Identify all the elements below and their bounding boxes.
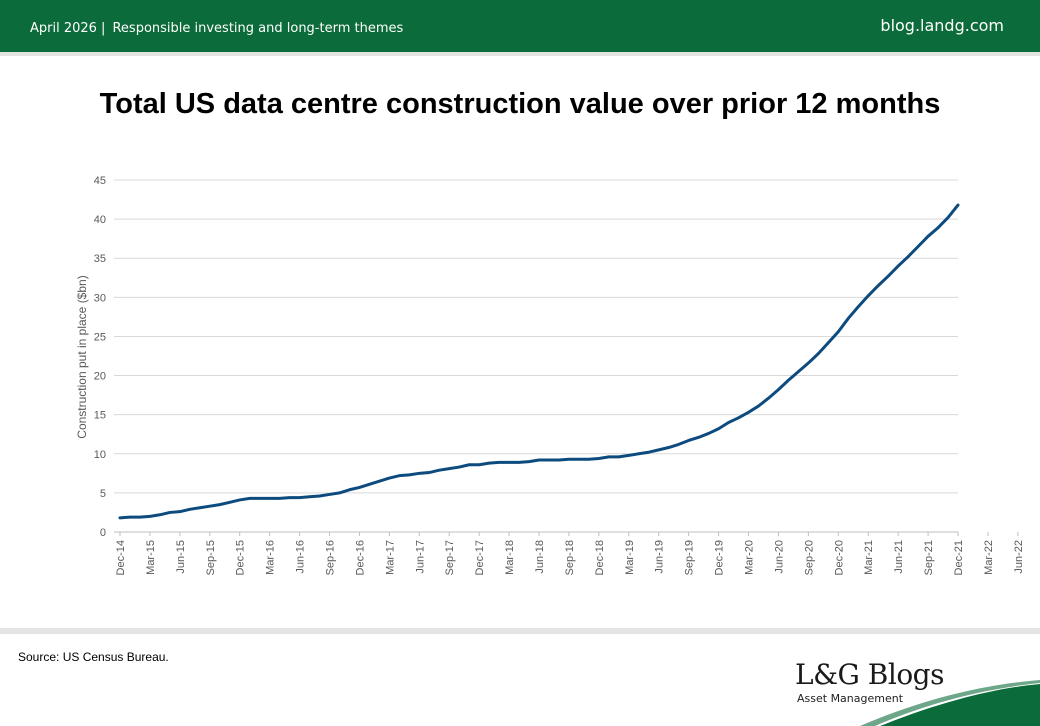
series-line	[118, 203, 960, 520]
x-tick-label: Sep-19	[684, 540, 696, 575]
x-tick-label: Mar-16	[265, 540, 277, 575]
header-bar: April 2026 | Responsible investing and lo…	[0, 0, 1040, 52]
x-tick-label: Dec-17	[474, 540, 486, 575]
header-separator: |	[100, 21, 106, 36]
header-theme[interactable]: Responsible investing and long-term them…	[112, 21, 404, 36]
x-tick-label: Mar-19	[624, 540, 636, 575]
x-tick-label: Jun-19	[654, 540, 666, 574]
x-tick-label: Sep-21	[923, 540, 935, 575]
x-tick-label: Jun-20	[773, 540, 785, 574]
footer: Source: US Census Bureau. L&G Blogs Asse…	[0, 628, 1040, 726]
x-tick-label: Sep-15	[205, 540, 217, 575]
x-tick-label: Jun-22	[1013, 540, 1025, 574]
x-tick-label: Mar-22	[983, 540, 995, 575]
x-tick-label: Sep-16	[325, 540, 337, 575]
x-tick-label: Mar-18	[504, 540, 516, 575]
y-tick-label: 10	[94, 449, 106, 461]
x-tick-label: Sep-18	[564, 540, 576, 575]
x-tick-label: Mar-15	[145, 540, 157, 575]
y-tick-label: 45	[94, 175, 106, 187]
logo-title[interactable]: L&G Blogs	[795, 658, 944, 691]
source-note: Source: US Census Bureau.	[18, 650, 169, 664]
y-tick-label: 40	[94, 214, 106, 226]
y-tick-label: 35	[94, 253, 106, 265]
y-tick-label: 25	[94, 331, 106, 343]
y-tick-label: 15	[94, 410, 106, 422]
x-tick-label: Dec-21	[953, 540, 965, 575]
x-tick-label: Sep-17	[444, 540, 456, 575]
site-link[interactable]: blog.landg.com	[880, 16, 1004, 35]
chart-title: Total US data centre construction value …	[99, 88, 941, 120]
x-tick-label: Mar-20	[744, 540, 756, 575]
y-tick-label: 30	[94, 292, 106, 304]
x-tick-label: Mar-21	[863, 540, 875, 575]
x-tick-label: Dec-20	[833, 540, 845, 575]
y-tick-label: 0	[100, 527, 106, 539]
x-tick-label: Dec-16	[354, 540, 366, 575]
x-tick-label: Jun-15	[175, 540, 187, 574]
y-axis-label: Construction put in place ($bn)	[75, 275, 89, 438]
x-tick-label: Dec-18	[594, 540, 606, 575]
x-tick-label: Dec-19	[714, 540, 726, 575]
y-tick-label: 5	[100, 488, 106, 500]
x-tick-label: Jun-18	[534, 540, 546, 574]
header-info: April 2026 | Responsible investing and lo…	[30, 21, 403, 36]
x-tick-label: Dec-14	[115, 540, 127, 575]
header-divider	[0, 52, 1040, 56]
x-tick-label: Sep-20	[803, 540, 815, 575]
line-chart: 0 5 10 15 20 25 30 35 40 45 Construction put in pl…	[75, 175, 1025, 575]
x-tick-label: Jun-16	[295, 540, 307, 574]
header-date: April 2026	[30, 21, 97, 36]
y-tick-label: 20	[94, 371, 106, 383]
logo-subtitle: Asset Management	[797, 692, 904, 705]
x-tick-label: Mar-17	[384, 540, 396, 575]
x-tick-label: Dec-15	[235, 540, 247, 575]
x-tick-label: Jun-17	[414, 540, 426, 574]
x-tick-label: Jun-21	[893, 540, 905, 574]
